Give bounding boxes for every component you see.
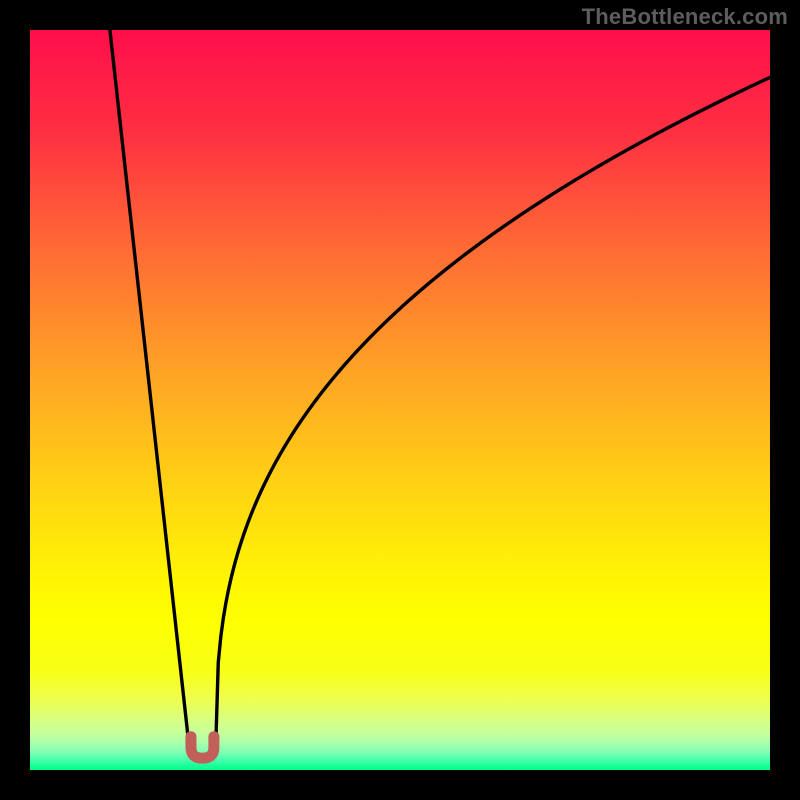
watermark-text: TheBottleneck.com: [582, 4, 788, 30]
bottleneck-chart: [0, 0, 800, 800]
chart-gradient-area: [30, 30, 770, 770]
